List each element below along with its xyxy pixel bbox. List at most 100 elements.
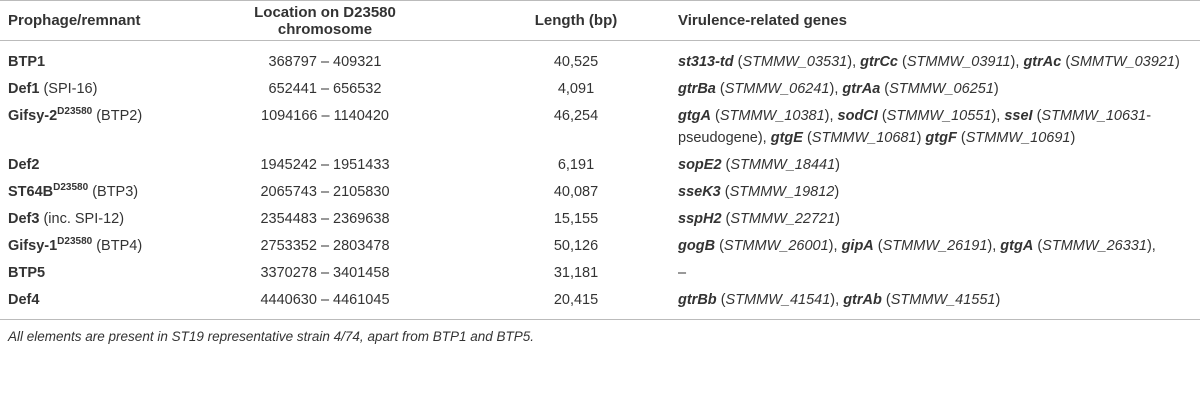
text-run: ) bbox=[993, 81, 999, 97]
text-run: sseI bbox=[1004, 108, 1033, 124]
table-row: Def4 4440630 – 4461045 20,415 gtrBb (STMMW_… bbox=[0, 287, 1200, 320]
text-run: ( bbox=[881, 292, 891, 308]
text-run: STMMW_41551 bbox=[890, 292, 996, 308]
text-run: gtgA bbox=[1000, 238, 1034, 254]
text-run: (inc. SPI-12) bbox=[39, 211, 125, 227]
text-run: STMMW_26331 bbox=[1042, 238, 1147, 254]
text-run: ) bbox=[834, 184, 840, 200]
prophage-cell: Def1 (SPI-16) bbox=[0, 76, 200, 103]
length-cell: 46,254 bbox=[553, 108, 599, 124]
text-run: ( bbox=[711, 108, 720, 124]
text-run: sopE2 bbox=[678, 157, 722, 173]
length-cell: 31,181 bbox=[553, 265, 599, 281]
location-cell: 3370278 – 3401458 bbox=[260, 265, 390, 281]
prophage-cell: Gifsy-1D23580 (BTP4) bbox=[0, 233, 200, 260]
text-run: ), bbox=[828, 238, 842, 254]
genes-cell: sseK3 (STMMW_19812) bbox=[670, 179, 1200, 206]
genes-cell: st313-td (STMMW_03531), gtrCc (STMMW_039… bbox=[670, 41, 1200, 77]
text-run: ( bbox=[715, 81, 725, 97]
text-run: ( bbox=[873, 238, 883, 254]
text-run: ), bbox=[991, 108, 1005, 124]
text-run: BTP1 bbox=[8, 54, 46, 70]
text-run: ( bbox=[1032, 108, 1042, 124]
text-run: STMMW_03911 bbox=[906, 54, 1011, 70]
text-run: STMMW_18441 bbox=[730, 157, 836, 173]
text-run: (BTP4) bbox=[92, 238, 143, 254]
prophage-cell: BTP1 bbox=[0, 41, 200, 77]
text-run: Def1 bbox=[8, 81, 40, 97]
text-run: (SPI-16) bbox=[39, 81, 98, 97]
text-run: Gifsy-1 bbox=[8, 238, 58, 254]
text-run: STMMW_06241 bbox=[724, 81, 830, 97]
text-run: SMMTW_03921 bbox=[1070, 54, 1175, 70]
text-run: gtrAb bbox=[843, 292, 882, 308]
text-run: ( bbox=[733, 54, 743, 70]
text-run: BTP5 bbox=[8, 265, 46, 281]
text-run: D23580 bbox=[57, 106, 93, 118]
prophage-cell: BTP5 bbox=[0, 260, 200, 287]
text-run: Def2 bbox=[8, 157, 40, 173]
text-run: ), bbox=[829, 81, 843, 97]
text-run: Gifsy-2 bbox=[8, 108, 58, 124]
prophage-cell: Def4 bbox=[0, 287, 200, 320]
text-run: gtgF bbox=[925, 130, 957, 146]
prophage-cell: Def3 (inc. SPI-12) bbox=[0, 206, 200, 233]
text-run: STMMW_26001 bbox=[723, 238, 829, 254]
length-cell: 50,126 bbox=[553, 238, 599, 254]
text-run: STMMW_10691 bbox=[965, 130, 1071, 146]
length-cell: 15,155 bbox=[553, 211, 599, 227]
length-cell: 40,525 bbox=[553, 54, 599, 70]
text-run: gtgE bbox=[770, 130, 803, 146]
text-run: Def3 bbox=[8, 211, 40, 227]
text-run: ) bbox=[1174, 54, 1180, 70]
genes-cell: gtgA (STMMW_10381), sodCI (STMMW_10551),… bbox=[670, 103, 1200, 152]
text-run: D23580 bbox=[53, 182, 89, 194]
column-header: Virulence-related genes bbox=[670, 0, 1200, 41]
text-run: (BTP3) bbox=[88, 184, 139, 200]
data-table: Prophage/remnant Location on D23580 chrom… bbox=[0, 0, 1200, 320]
text-run: ( bbox=[721, 157, 731, 173]
table-row: Gifsy-1D23580 (BTP4) 2753352 – 2803478 50,… bbox=[0, 233, 1200, 260]
text-run: STMMW_19812 bbox=[729, 184, 835, 200]
text-run: ( bbox=[1061, 54, 1071, 70]
column-header: Prophage/remnant bbox=[0, 0, 200, 41]
text-run: STMMW_10551 bbox=[886, 108, 992, 124]
length-cell: 4,091 bbox=[557, 81, 595, 97]
text-run: STMMW_10631 bbox=[1041, 108, 1147, 124]
text-run: ), bbox=[824, 108, 838, 124]
text-run: ( bbox=[956, 130, 966, 146]
text-run: gogB bbox=[678, 238, 716, 254]
text-run: – bbox=[678, 265, 687, 281]
length-cell: 20,415 bbox=[450, 287, 670, 320]
location-cell: 1945242 – 1951433 bbox=[260, 157, 390, 173]
location-cell: 2753352 – 2803478 bbox=[260, 238, 390, 254]
table-row: Def1 (SPI-16) 652441 – 656532 4,091 gtrBa (… bbox=[0, 76, 1200, 103]
text-run: ) bbox=[835, 157, 840, 173]
column-header: Location on D23580 chromosome bbox=[200, 0, 450, 41]
text-run: Def4 bbox=[8, 292, 40, 308]
text-run: ) bbox=[916, 130, 926, 146]
text-run: gtrCc bbox=[860, 54, 898, 70]
text-run: ), bbox=[830, 292, 844, 308]
text-run: gtrBa bbox=[678, 81, 716, 97]
genes-cell: gtrBa (STMMW_06241), gtrAa (STMMW_06251) bbox=[670, 76, 1200, 103]
text-run: gtrAc bbox=[1023, 54, 1062, 70]
length-cell: 40,087 bbox=[553, 184, 599, 200]
text-run: ( bbox=[898, 54, 907, 70]
text-run: ) bbox=[835, 211, 840, 227]
table-row: Gifsy-2D23580 (BTP2) 1094166 – 1140420 46,… bbox=[0, 103, 1200, 152]
text-run: sodCI bbox=[837, 108, 878, 124]
table-body: BTP1 368797 – 409321 40,525 st313-td (STMMW… bbox=[0, 41, 1200, 320]
text-run: ( bbox=[1033, 238, 1043, 254]
text-run: STMMW_41541 bbox=[725, 292, 831, 308]
text-run: ( bbox=[721, 211, 731, 227]
text-run: ), bbox=[1146, 238, 1156, 254]
prophage-cell: Def2 bbox=[0, 152, 200, 179]
table-row: Def2 1945242 – 1951433 6,191 sopE2 (STMMW_1… bbox=[0, 152, 1200, 179]
genes-cell: – bbox=[670, 260, 1200, 287]
text-run: (BTP2) bbox=[92, 108, 143, 124]
text-run: STMMW_10681 bbox=[811, 130, 917, 146]
location-cell: 2065743 – 2105830 bbox=[260, 184, 390, 200]
genes-cell: sspH2 (STMMW_22721) bbox=[670, 206, 1200, 233]
